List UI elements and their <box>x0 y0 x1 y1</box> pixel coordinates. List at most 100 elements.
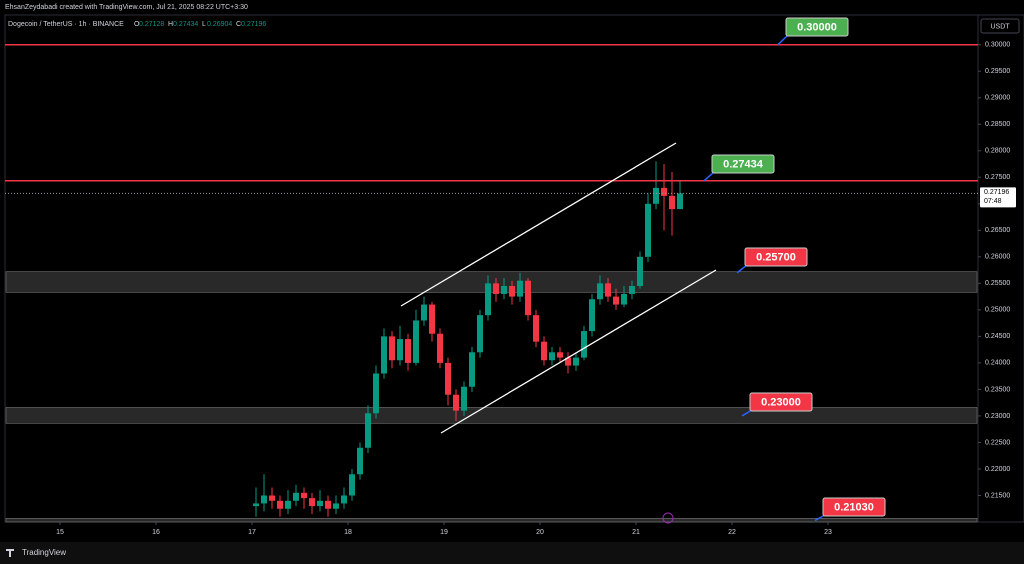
candle-body <box>317 500 323 507</box>
candle-body <box>269 495 275 501</box>
level-label: 0.25700 <box>756 251 796 263</box>
candle-body <box>581 331 587 358</box>
candle-body <box>341 495 347 504</box>
x-tick-label: 15 <box>56 529 64 536</box>
candle-body <box>637 256 643 287</box>
level-box <box>744 247 808 267</box>
ohlc-letter: H <box>168 21 173 28</box>
candle-body <box>669 195 675 210</box>
level-box <box>711 154 775 174</box>
last-price-box <box>980 187 1016 208</box>
candle-body <box>253 503 259 507</box>
candle-body <box>621 293 627 305</box>
channel-upper <box>400 142 677 307</box>
currency-box <box>980 18 1020 34</box>
y-tick-label: 0.26500 <box>985 227 1010 234</box>
level-label: 0.21030 <box>834 501 874 513</box>
candle-body <box>613 296 619 305</box>
callout <box>736 264 748 274</box>
x-tick-label: 20 <box>536 529 544 536</box>
candle-body <box>397 339 403 361</box>
title: Dogecoin / TetherUS · 1h · BINANCE <box>8 21 124 28</box>
level-label: 0.23000 <box>761 396 801 408</box>
candle-body <box>389 336 395 361</box>
footer <box>0 542 1024 564</box>
level-box <box>822 497 886 517</box>
y-tick-label: 0.29500 <box>985 68 1010 75</box>
candle-body <box>501 286 507 294</box>
ohlc-value: 0.27196 <box>241 21 266 28</box>
ohlc-letter: L <box>202 21 206 28</box>
zone <box>5 518 978 523</box>
ohlc-value: 0.27128 <box>139 21 164 28</box>
candle-body <box>533 315 539 342</box>
price-axis <box>977 14 1024 523</box>
logo <box>6 549 14 557</box>
candle-body <box>333 503 339 509</box>
ohlc-letter: O <box>134 21 140 28</box>
candle-body <box>589 299 595 332</box>
candle-body <box>493 283 499 294</box>
level-box <box>785 17 849 37</box>
x-tick-label: 21 <box>632 529 640 536</box>
candle-body <box>509 286 515 297</box>
candle-body <box>477 315 483 353</box>
zone <box>5 271 978 293</box>
level-label: 0.30000 <box>797 21 837 33</box>
x-tick-label: 18 <box>344 529 352 536</box>
y-tick-label: 0.28500 <box>985 121 1010 128</box>
candle-body <box>285 500 291 509</box>
candle-body <box>653 187 659 204</box>
currency: USDT <box>990 23 1010 30</box>
y-tick-label: 0.25000 <box>985 307 1010 314</box>
candle-body <box>453 394 459 411</box>
candle-body <box>557 352 563 358</box>
y-tick-label: 0.26000 <box>985 254 1010 261</box>
zone <box>5 407 978 424</box>
candle-body <box>301 492 307 499</box>
candle-body <box>573 357 579 366</box>
candle-body <box>429 304 435 334</box>
y-tick-label: 0.24500 <box>985 333 1010 340</box>
candle-body <box>365 413 371 448</box>
candle-body <box>293 492 299 501</box>
brand: TradingView <box>22 548 66 557</box>
x-tick-label: 16 <box>152 529 160 536</box>
level-label: 0.27434 <box>723 158 764 170</box>
x-tick-label: 17 <box>248 529 256 536</box>
callout <box>777 34 789 46</box>
candle-body <box>437 333 443 363</box>
candle-body <box>645 203 651 257</box>
level-box <box>749 392 813 412</box>
candle-body <box>309 498 315 507</box>
candle-body <box>469 352 475 387</box>
candle-body <box>549 352 555 361</box>
y-tick-label: 0.27500 <box>985 174 1010 181</box>
candle-body <box>677 193 683 210</box>
y-tick-label: 0.22000 <box>985 466 1010 473</box>
candle-body <box>405 339 411 363</box>
x-tick-label: 22 <box>728 529 736 536</box>
candle-body <box>325 500 331 509</box>
candle-body <box>261 495 267 504</box>
candle-body <box>517 280 523 297</box>
y-tick-label: 0.24000 <box>985 360 1010 367</box>
y-tick-label: 0.23000 <box>985 413 1010 420</box>
candle-body <box>357 447 363 475</box>
ohlc-letter: C <box>236 21 241 28</box>
candle-body <box>373 373 379 414</box>
candle-body <box>445 362 451 395</box>
countdown: 07:48 <box>984 198 1002 205</box>
ohlc-value: 0.27434 <box>173 21 198 28</box>
candle-body <box>413 320 419 363</box>
candle-body <box>629 286 635 294</box>
candle-body <box>525 280 531 316</box>
candle-body <box>541 341 547 361</box>
candle-body <box>597 283 603 300</box>
last-price: 0.27196 <box>984 189 1009 196</box>
y-tick-label: 0.22500 <box>985 439 1010 446</box>
candle-body <box>605 283 611 297</box>
event-icon[interactable] <box>662 512 674 524</box>
candle-body <box>381 336 387 374</box>
